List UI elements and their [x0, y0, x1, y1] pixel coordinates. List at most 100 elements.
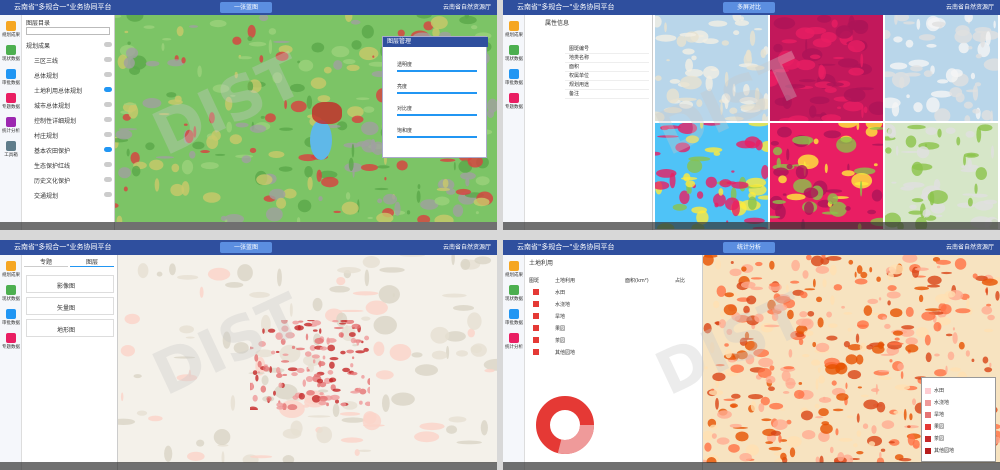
nav-tab[interactable]: 一张蓝图: [220, 2, 272, 13]
layer-card[interactable]: 影像图: [26, 275, 114, 293]
tree-item[interactable]: 生态保护红线: [26, 159, 112, 171]
sidebar-item[interactable]: 规划成果: [0, 19, 22, 41]
sidebar-item[interactable]: 审批数据: [0, 67, 22, 89]
sidebar-item[interactable]: 现状数据: [503, 43, 525, 65]
map-feature: [235, 122, 249, 128]
toggle[interactable]: [104, 72, 112, 77]
panel-tab[interactable]: 专题: [24, 257, 68, 267]
tree-item[interactable]: 总体规划: [26, 69, 112, 81]
sidebar-item[interactable]: 现状数据: [503, 283, 525, 305]
map-feature: [351, 143, 355, 158]
sidebar-icon: [509, 69, 519, 79]
search-box[interactable]: [26, 27, 110, 35]
sidebar-item[interactable]: 统计分析: [503, 331, 525, 353]
toggle[interactable]: [104, 57, 112, 62]
map-feature: [487, 98, 497, 113]
nav-tab[interactable]: 一张蓝图: [220, 242, 272, 253]
user-name[interactable]: 云南省自然资源厅: [945, 4, 994, 11]
map-feature: [782, 193, 787, 196]
map[interactable]: [655, 123, 768, 229]
nav-tab[interactable]: 多屏对比: [723, 2, 775, 13]
user-name[interactable]: 云南省自然资源厅: [442, 4, 491, 11]
sidebar-item[interactable]: 专题数据: [503, 91, 525, 113]
map[interactable]: [118, 255, 497, 463]
toggle[interactable]: [104, 192, 112, 197]
toggle[interactable]: [104, 162, 112, 167]
layer-card[interactable]: 地形图: [26, 319, 114, 337]
map[interactable]: [655, 15, 768, 121]
map-feature: [736, 140, 756, 149]
toggle[interactable]: [104, 147, 112, 152]
tree-item[interactable]: 城市总体规划: [26, 99, 112, 111]
tree-item[interactable]: 规划成果: [26, 39, 112, 51]
map-feature: [465, 177, 470, 187]
tree-item[interactable]: 基本农田保护: [26, 144, 112, 156]
tree-item[interactable]: 土地利用总体规划: [26, 84, 112, 96]
toggle[interactable]: [104, 177, 112, 182]
map-feature: [923, 70, 933, 77]
sidebar-item[interactable]: 审批数据: [0, 307, 22, 329]
panel-tab[interactable]: 图层: [70, 257, 114, 267]
slider[interactable]: [397, 114, 477, 116]
tree-item[interactable]: 村庄规划: [26, 129, 112, 141]
tree-item[interactable]: 交通规划: [26, 189, 112, 201]
sidebar-item[interactable]: 审批数据: [503, 67, 525, 89]
map-feature: [889, 359, 893, 363]
slider[interactable]: [397, 136, 477, 138]
sidebar-item[interactable]: 现状数据: [0, 43, 22, 65]
sidebar-item[interactable]: 统计分析: [0, 115, 22, 137]
map-feature: [359, 46, 379, 61]
slider[interactable]: [397, 92, 477, 94]
sidebar-item[interactable]: 规划成果: [503, 259, 525, 281]
legend-label: 茶园: [934, 436, 945, 442]
map[interactable]: [703, 255, 1000, 463]
nav-tab[interactable]: 统计分析: [723, 242, 775, 253]
sidebar-item[interactable]: 现状数据: [0, 283, 22, 305]
legend-swatch: [925, 412, 931, 418]
map[interactable]: [770, 123, 883, 229]
sidebar-item[interactable]: 专题数据: [0, 331, 22, 353]
sidebar-item[interactable]: 规划成果: [0, 259, 22, 281]
map-feature: [357, 387, 362, 391]
sidebar-label: 审批数据: [505, 321, 523, 326]
map-feature: [908, 210, 924, 215]
tree-item[interactable]: 三区三线: [26, 54, 112, 66]
sidebar-item[interactable]: 专题数据: [0, 91, 22, 113]
map-feature: [739, 453, 752, 462]
tree-item[interactable]: 历史文化保护: [26, 174, 112, 186]
toggle[interactable]: [104, 117, 112, 122]
toggle[interactable]: [104, 102, 112, 107]
map-feature: [733, 30, 740, 36]
map-feature: [914, 286, 929, 291]
map[interactable]: [885, 15, 998, 121]
map[interactable]: [885, 123, 998, 229]
map-feature: [735, 431, 749, 442]
map-feature: [818, 64, 825, 78]
toggle[interactable]: [104, 132, 112, 137]
toggle[interactable]: [104, 87, 112, 92]
map-feature: [232, 36, 242, 45]
map-feature: [247, 24, 256, 38]
row-label: 水田: [555, 290, 566, 296]
map-feature: [817, 367, 821, 373]
map-feature: [181, 159, 194, 175]
user-name[interactable]: 云南省自然资源厅: [945, 244, 994, 251]
map-feature: [655, 15, 662, 28]
sidebar-item[interactable]: 审批数据: [503, 307, 525, 329]
map-feature: [255, 349, 274, 358]
toggle[interactable]: [104, 42, 112, 47]
sidebar-item[interactable]: 规划成果: [503, 19, 525, 41]
tree-item[interactable]: 控制性详细规划: [26, 114, 112, 126]
map-feature: [703, 66, 720, 80]
map-feature: [115, 129, 133, 140]
map-feature: [837, 106, 842, 110]
map[interactable]: [250, 320, 370, 410]
layer-card[interactable]: 矢量图: [26, 297, 114, 315]
map-feature: [350, 390, 360, 394]
sidebar-item[interactable]: 工具箱: [0, 139, 22, 161]
user-name[interactable]: 云南省自然资源厅: [442, 244, 491, 251]
map-feature: [945, 333, 953, 337]
map-feature: [346, 349, 355, 354]
map[interactable]: [770, 15, 883, 121]
slider[interactable]: [397, 70, 477, 72]
